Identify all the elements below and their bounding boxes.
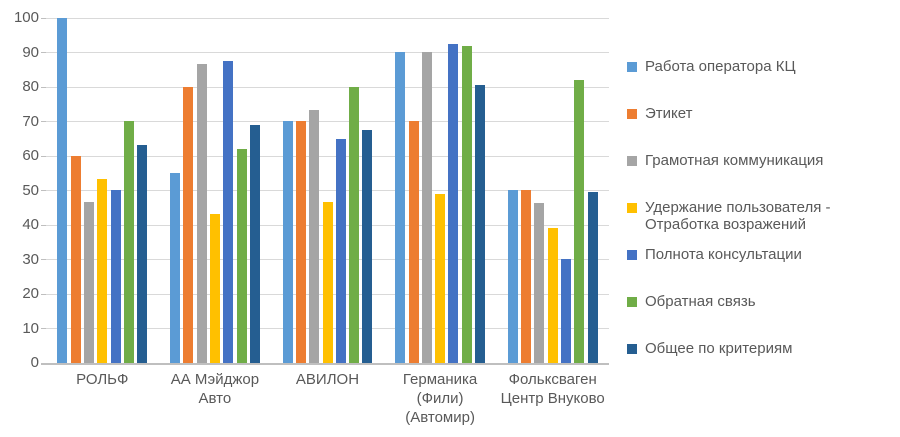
- bar-3-cat-2: [196, 64, 207, 363]
- bar-1-cat-2: [170, 173, 180, 363]
- legend-item: Общее по критериям: [627, 340, 792, 357]
- y-axis-tick: [41, 52, 46, 53]
- bar-1-cat-3: [282, 121, 293, 363]
- y-axis-tick: [41, 224, 46, 226]
- bar-5-cat-2: [223, 61, 234, 363]
- y-axis-tick-label: 30: [22, 250, 39, 268]
- legend-swatch-icon: [627, 249, 637, 260]
- y-axis-tick: [41, 86, 46, 88]
- legend-item: Этикет: [627, 105, 692, 122]
- y-axis-tick: [41, 17, 46, 19]
- y-axis-tick: [41, 121, 46, 122]
- bar-6-cat-2: [236, 149, 247, 363]
- x-axis-category-label: Фольксваген Центр Внуково: [500, 371, 605, 407]
- legend-swatch-icon: [627, 202, 637, 213]
- y-axis-tick-label: 10: [22, 319, 39, 337]
- legend-item: Грамотная коммуникация: [627, 152, 823, 169]
- legend-item: Удержание пользователя - Отработка возра…: [627, 199, 897, 233]
- legend-swatch-icon: [627, 61, 637, 72]
- bar-4-cat-2: [209, 214, 220, 363]
- legend-swatch-icon: [627, 343, 637, 354]
- bar-5-cat-4: [448, 44, 459, 363]
- x-axis-category-label: АВИЛОН: [295, 371, 360, 388]
- bar-3-cat-5: [534, 203, 545, 363]
- legend-item-label: Этикет: [645, 104, 693, 122]
- y-axis-tick-label: 60: [22, 147, 39, 164]
- bar-3-cat-3: [309, 110, 320, 363]
- y-axis-tick: [41, 328, 46, 329]
- y-axis-tick-label: 90: [22, 43, 39, 61]
- x-axis-category-label: АА Мэйджор Авто: [170, 371, 260, 407]
- legend: Работа оператора КЦ Этикет Грамотная комму…: [627, 0, 900, 437]
- y-axis-tick-label: 20: [22, 285, 39, 302]
- y-axis-tick: [41, 190, 46, 191]
- bar-3-cat-1: [84, 202, 94, 363]
- y-axis-tick-label: 40: [22, 216, 39, 233]
- y-axis-tick-label: 100: [13, 9, 39, 26]
- x-axis-category-label: Германика (Фили) (Автомир): [402, 371, 478, 426]
- bar-4-cat-5: [547, 228, 558, 363]
- y-axis-tick-label: 50: [22, 181, 39, 199]
- legend-item: Обратная связь: [627, 293, 756, 310]
- gridline: [46, 17, 609, 19]
- bar-6-cat-3: [349, 87, 360, 363]
- y-axis-tick: [41, 259, 46, 260]
- bar-2-cat-1: [70, 156, 81, 363]
- bar-7-cat-2: [249, 125, 260, 363]
- legend-swatch-icon: [627, 296, 637, 307]
- legend-item-label: Обратная связь: [645, 292, 756, 310]
- y-axis-tick-label: 80: [22, 78, 39, 95]
- bar-6-cat-5: [574, 80, 585, 363]
- bar-2-cat-5: [521, 190, 532, 363]
- legend-item-label: Грамотная коммуникация: [645, 151, 824, 169]
- bar-2-cat-3: [295, 121, 306, 363]
- legend-swatch-icon: [627, 108, 637, 119]
- legend-item-label: Полнота консультации: [645, 245, 802, 263]
- bar-7-cat-4: [475, 85, 485, 363]
- bar-4-cat-4: [435, 194, 446, 363]
- x-axis-category-label: РОЛЬФ: [76, 371, 129, 388]
- bar-5-cat-1: [110, 190, 121, 363]
- bar-7-cat-5: [587, 192, 598, 363]
- y-axis-tick: [41, 362, 46, 364]
- bar-1-cat-4: [395, 52, 406, 363]
- bar-2-cat-4: [408, 121, 419, 363]
- bar-7-cat-1: [137, 145, 148, 363]
- bar-5-cat-5: [561, 259, 571, 363]
- legend-item-label: Общее по критериям: [645, 339, 793, 357]
- gridline: [46, 52, 609, 53]
- bar-6-cat-1: [123, 121, 134, 363]
- y-axis-tick-label: 0: [30, 354, 39, 371]
- bar-1-cat-5: [507, 190, 518, 363]
- y-axis-tick: [41, 293, 46, 295]
- bar-3-cat-4: [421, 52, 432, 363]
- bar-6-cat-4: [461, 46, 472, 363]
- legend-item-label: Работа оператора КЦ: [645, 57, 796, 75]
- legend-item-label: Удержание пользователя - Отработка возра…: [645, 198, 831, 233]
- legend-item: Полнота консультации: [627, 246, 802, 263]
- y-axis-tick-label: 70: [22, 112, 39, 130]
- bar-4-cat-1: [97, 179, 108, 363]
- bar-4-cat-3: [322, 202, 333, 363]
- legend-swatch-icon: [627, 155, 637, 166]
- bar-1-cat-1: [57, 18, 68, 363]
- legend-item: Работа оператора КЦ: [627, 58, 796, 75]
- bar-2-cat-2: [183, 87, 194, 363]
- bar-5-cat-3: [335, 139, 346, 363]
- y-axis-tick: [41, 155, 46, 157]
- bar-7-cat-3: [362, 130, 373, 363]
- gridline: [46, 86, 609, 88]
